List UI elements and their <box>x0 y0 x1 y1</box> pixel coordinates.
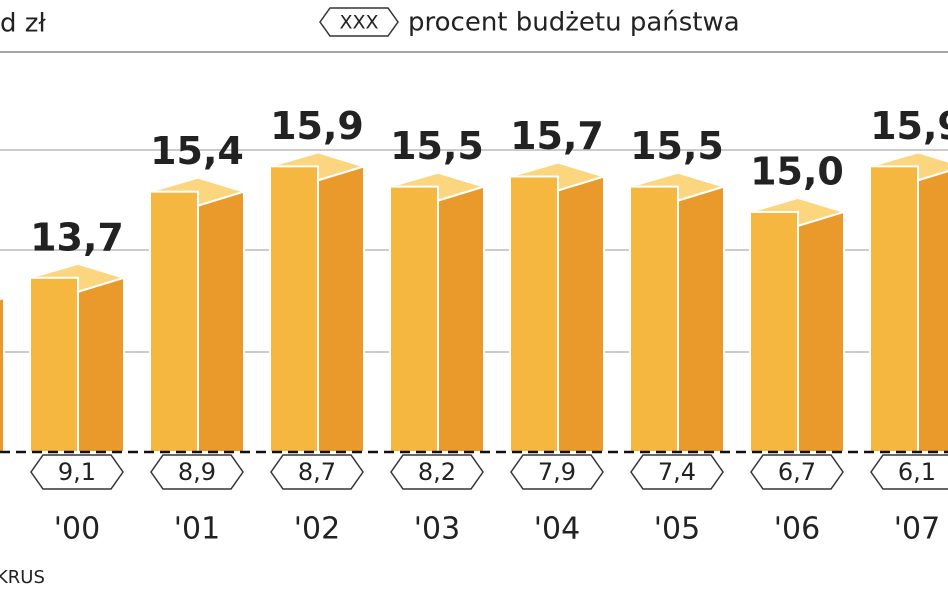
share-badge <box>270 454 364 490</box>
bar-front <box>269 165 319 453</box>
x-tick-label: '01 <box>174 512 220 547</box>
bar-side <box>317 165 365 453</box>
share-label: 6,1 <box>898 458 936 486</box>
share-badge <box>510 454 604 490</box>
share-label: 7,4 <box>658 458 696 486</box>
share-badge <box>390 454 484 490</box>
bar-side <box>437 185 485 453</box>
share-badge <box>630 454 724 490</box>
share-label: 9,1 <box>58 458 96 486</box>
value-label: 15,4 <box>150 129 244 173</box>
x-tick-label: '00 <box>54 512 100 547</box>
bar-side <box>917 170 948 453</box>
share-badge <box>750 454 844 490</box>
value-label: 15,5 <box>390 124 484 168</box>
bar-side <box>0 296 5 453</box>
bar-front <box>149 190 199 453</box>
bar-side <box>77 276 125 453</box>
x-tick-label: '03 <box>414 512 460 547</box>
bar-side <box>797 210 845 453</box>
share-badge <box>870 454 948 490</box>
legend-label: procent budżetu państwa <box>408 8 740 38</box>
value-label: 15,7 <box>510 114 604 158</box>
chart-title: d zł <box>0 9 46 39</box>
x-tick-label: '02 <box>294 512 340 547</box>
x-tick-label: '04 <box>534 512 580 547</box>
bar-front <box>29 276 79 453</box>
share-label: 6,7 <box>778 458 816 486</box>
value-label: 15,0 <box>750 149 844 193</box>
bar-front <box>629 185 679 453</box>
share-badge <box>30 454 124 490</box>
bar-side <box>197 190 245 453</box>
value-label: 15,9 <box>270 104 364 148</box>
share-label: 8,2 <box>418 458 456 486</box>
legend-badge <box>319 7 399 37</box>
x-tick-label: '06 <box>774 512 820 547</box>
share-label: 8,9 <box>178 458 216 486</box>
share-label: 8,7 <box>298 458 336 486</box>
value-label: 13,7 <box>30 215 124 259</box>
bar-front <box>509 175 559 454</box>
x-tick-label: '05 <box>654 512 700 547</box>
share-label: 7,9 <box>538 458 576 486</box>
value-label: 15,9 <box>870 104 948 148</box>
bar-side <box>677 185 725 453</box>
bar-front <box>749 210 799 453</box>
value-label: 15,5 <box>630 124 724 168</box>
share-badge <box>150 454 244 490</box>
bar-front <box>869 165 919 453</box>
bar-side <box>557 175 605 453</box>
source: KRUS <box>0 567 45 588</box>
bar-front <box>389 185 439 453</box>
x-tick-label: '07 <box>894 512 940 547</box>
legend-marker: XXX <box>339 12 378 34</box>
